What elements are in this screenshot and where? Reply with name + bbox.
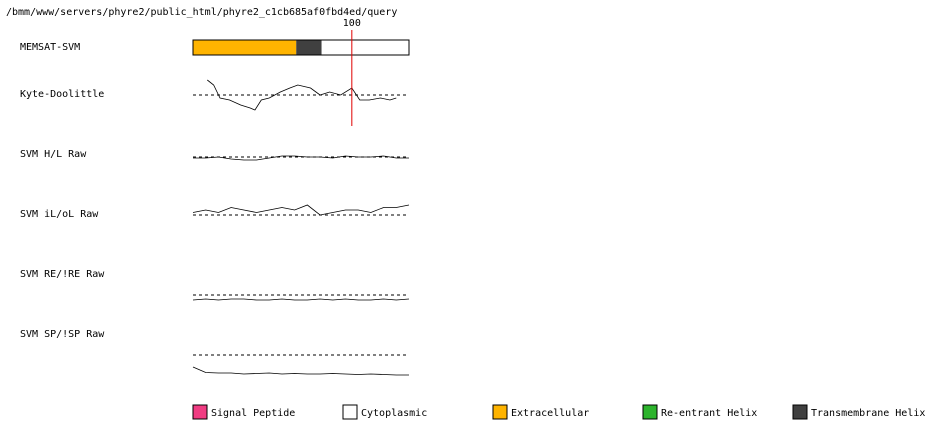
topology-segment xyxy=(321,40,409,55)
topology-frame xyxy=(192,39,410,56)
legend-label: Transmembrane Helix xyxy=(811,408,925,419)
track-label: MEMSAT-SVM xyxy=(20,42,80,53)
legend-swatch xyxy=(342,404,358,420)
path-title: /bmm/www/servers/phyre2/public_html/phyr… xyxy=(6,7,397,18)
legend-swatch xyxy=(192,404,208,420)
track-label: SVM iL/oL Raw xyxy=(20,209,99,220)
legend-label: Re-entrant Helix xyxy=(661,408,757,419)
legend-label: Signal Peptide xyxy=(211,408,295,419)
legend-swatch xyxy=(642,404,658,420)
trace xyxy=(207,79,397,111)
track-label: SVM RE/!RE Raw xyxy=(20,269,105,280)
legend-label: Extracellular xyxy=(511,408,589,419)
track-label: Kyte-Doolittle xyxy=(20,89,104,100)
legend-swatch xyxy=(792,404,808,420)
trace xyxy=(192,366,409,376)
trace xyxy=(192,298,410,301)
legend-label: Cytoplasmic xyxy=(361,408,427,419)
legend-swatch xyxy=(492,404,508,420)
topology-segment xyxy=(193,40,297,55)
track-label: SVM SP/!SP Raw xyxy=(20,329,105,340)
track-label: SVM H/L Raw xyxy=(20,149,87,160)
trace xyxy=(192,204,410,216)
trace xyxy=(193,155,409,161)
topology-segment xyxy=(296,40,322,55)
marker-label: 100 xyxy=(343,18,361,29)
